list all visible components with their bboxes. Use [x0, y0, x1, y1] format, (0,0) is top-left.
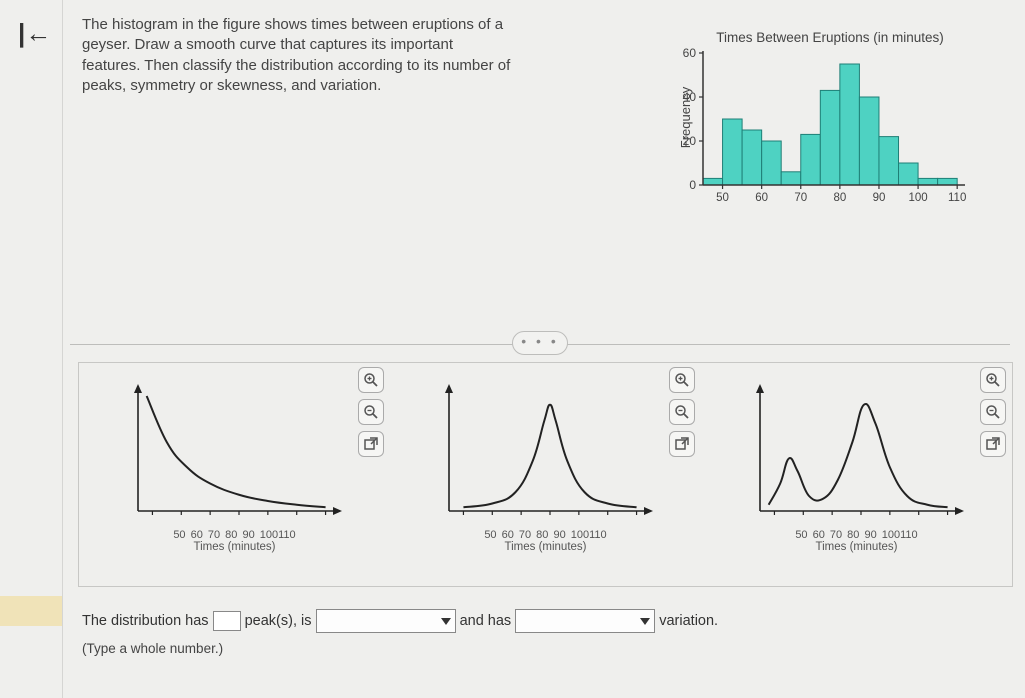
- svg-text:70: 70: [794, 192, 807, 204]
- question-text: The histogram in the figure shows times …: [82, 15, 512, 96]
- svg-text:60: 60: [683, 47, 697, 60]
- zoom-in-icon[interactable]: [669, 367, 695, 393]
- zoom-out-icon[interactable]: [358, 399, 384, 425]
- zoom-out-icon[interactable]: [669, 399, 695, 425]
- curve-panel-3[interactable]: 50 60 70 80 90 100110Times (minutes): [701, 363, 1012, 586]
- curve-xticks-3: 50 60 70 80 90 100110Times (minutes): [709, 529, 1004, 553]
- svg-text:60: 60: [755, 192, 768, 204]
- histogram-ylabel: Frequency: [678, 87, 693, 148]
- svg-text:90: 90: [873, 192, 886, 204]
- svg-text:80: 80: [833, 192, 846, 204]
- curve-svg-1: [120, 376, 350, 531]
- curve-panel-1[interactable]: 50 60 70 80 90 100110Times (minutes): [79, 363, 390, 586]
- histogram: Times Between Eruptions (in minutes) Fre…: [665, 30, 995, 210]
- curve-svg-3: [742, 376, 972, 531]
- svg-text:100: 100: [908, 192, 927, 204]
- svg-text:50: 50: [716, 192, 729, 204]
- symmetry-dropdown[interactable]: [316, 609, 456, 633]
- peaks-input[interactable]: [213, 611, 241, 631]
- zoom-out-icon[interactable]: [980, 399, 1006, 425]
- svg-text:110: 110: [948, 192, 966, 204]
- curve-xticks-2: 50 60 70 80 90 100110Times (minutes): [398, 529, 693, 553]
- curve-svg-2: [431, 376, 661, 531]
- answer-suffix: variation.: [659, 613, 718, 629]
- divider: • • •: [70, 330, 1010, 360]
- back-icon[interactable]: |←: [18, 18, 51, 49]
- zoom-in-icon[interactable]: [980, 367, 1006, 393]
- answer-prefix: The distribution has: [82, 613, 209, 629]
- answer-sentence: The distribution has peak(s), is and has…: [82, 608, 982, 663]
- popout-icon[interactable]: [358, 431, 384, 457]
- zoom-in-icon[interactable]: [358, 367, 384, 393]
- variation-dropdown[interactable]: [515, 609, 655, 633]
- popout-icon[interactable]: [669, 431, 695, 457]
- answer-peaks-suffix: peak(s), is: [245, 613, 312, 629]
- svg-text:0: 0: [689, 178, 696, 192]
- curve-options-row: 50 60 70 80 90 100110Times (minutes) 50 …: [78, 362, 1013, 587]
- histogram-svg: 02040605060708090100110: [665, 47, 970, 207]
- popout-icon[interactable]: [980, 431, 1006, 457]
- expand-dots-button[interactable]: • • •: [512, 331, 568, 355]
- answer-mid: and has: [460, 613, 512, 629]
- curve-xticks-1: 50 60 70 80 90 100110Times (minutes): [87, 529, 382, 553]
- histogram-title: Times Between Eruptions (in minutes): [665, 30, 995, 45]
- answer-hint: (Type a whole number.): [82, 641, 223, 656]
- curve-panel-2[interactable]: 50 60 70 80 90 100110Times (minutes): [390, 363, 701, 586]
